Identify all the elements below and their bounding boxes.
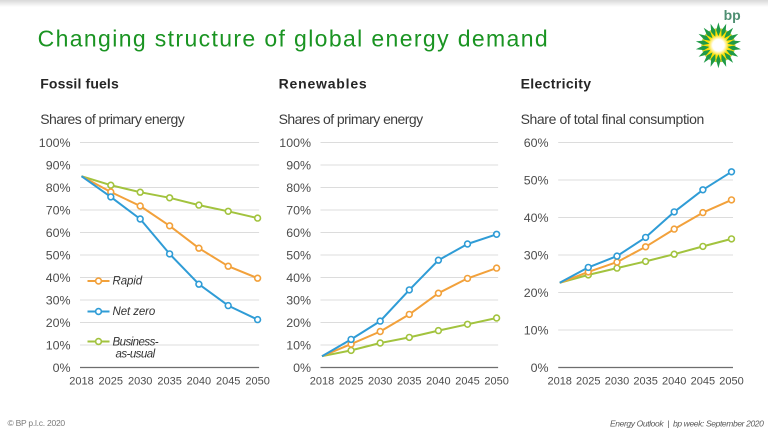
svg-text:90%: 90% <box>286 158 311 172</box>
svg-text:© BP p.l.c. 2020: © BP p.l.c. 2020 <box>8 418 66 428</box>
svg-text:40%: 40% <box>524 211 549 225</box>
svg-text:as-usual: as-usual <box>116 349 156 361</box>
svg-text:2035: 2035 <box>397 376 421 388</box>
svg-text:2040: 2040 <box>187 376 211 388</box>
svg-text:2040: 2040 <box>662 376 686 388</box>
svg-text:Rapid: Rapid <box>113 276 143 288</box>
svg-text:2035: 2035 <box>633 376 657 388</box>
svg-text:50%: 50% <box>524 173 549 187</box>
svg-text:2030: 2030 <box>605 376 629 388</box>
svg-text:Shares of primary energy: Shares of primary energy <box>279 111 424 127</box>
svg-text:70%: 70% <box>286 203 311 217</box>
svg-text:40%: 40% <box>46 271 71 285</box>
svg-text:60%: 60% <box>46 226 71 240</box>
svg-text:30%: 30% <box>524 248 549 262</box>
svg-text:2050: 2050 <box>719 376 743 388</box>
svg-text:2025: 2025 <box>576 376 600 388</box>
svg-text:70%: 70% <box>46 203 71 217</box>
svg-text:2045: 2045 <box>455 376 479 388</box>
svg-text:2018: 2018 <box>310 376 334 388</box>
svg-text:2045: 2045 <box>691 376 715 388</box>
svg-text:Changing structure of global e: Changing structure of global energy dema… <box>38 26 549 52</box>
svg-text:2045: 2045 <box>216 376 240 388</box>
svg-text:80%: 80% <box>286 181 311 195</box>
svg-text:50%: 50% <box>46 248 71 262</box>
svg-text:2018: 2018 <box>547 376 571 388</box>
svg-text:10%: 10% <box>46 338 71 352</box>
svg-text:80%: 80% <box>46 181 71 195</box>
svg-text:60%: 60% <box>286 226 311 240</box>
svg-text:Electricity: Electricity <box>521 76 592 92</box>
svg-text:90%: 90% <box>46 158 71 172</box>
svg-text:Renewables: Renewables <box>279 76 368 92</box>
svg-text:50%: 50% <box>286 248 311 262</box>
svg-text:10%: 10% <box>286 338 311 352</box>
svg-text:10%: 10% <box>524 323 549 337</box>
svg-text:2050: 2050 <box>484 376 508 388</box>
svg-text:100%: 100% <box>39 136 71 150</box>
svg-text:2030: 2030 <box>128 376 152 388</box>
svg-text:Energy Outlook | bp week: Se: Energy Outlook | bp week: September 2020 <box>610 419 764 429</box>
svg-text:Share of total final consumpti: Share of total final consumption <box>521 111 704 127</box>
svg-text:20%: 20% <box>46 316 71 330</box>
svg-text:0%: 0% <box>293 361 311 375</box>
svg-text:Business-: Business- <box>113 337 159 349</box>
svg-text:60%: 60% <box>524 136 549 150</box>
svg-text:2030: 2030 <box>368 376 392 388</box>
svg-text:2050: 2050 <box>245 376 269 388</box>
svg-text:Net zero: Net zero <box>113 306 156 318</box>
svg-text:100%: 100% <box>279 136 311 150</box>
svg-text:30%: 30% <box>286 293 311 307</box>
svg-text:bp: bp <box>724 7 741 23</box>
svg-text:20%: 20% <box>524 286 549 300</box>
svg-text:30%: 30% <box>46 293 71 307</box>
svg-text:20%: 20% <box>286 316 311 330</box>
svg-text:2035: 2035 <box>157 376 181 388</box>
svg-text:2025: 2025 <box>339 376 363 388</box>
svg-text:2040: 2040 <box>426 376 450 388</box>
svg-text:0%: 0% <box>531 361 549 375</box>
svg-text:0%: 0% <box>53 361 71 375</box>
svg-text:2018: 2018 <box>69 376 93 388</box>
svg-text:Shares of primary energy: Shares of primary energy <box>40 111 185 127</box>
svg-text:Fossil fuels: Fossil fuels <box>40 76 119 92</box>
svg-text:2025: 2025 <box>99 376 123 388</box>
svg-text:40%: 40% <box>286 271 311 285</box>
